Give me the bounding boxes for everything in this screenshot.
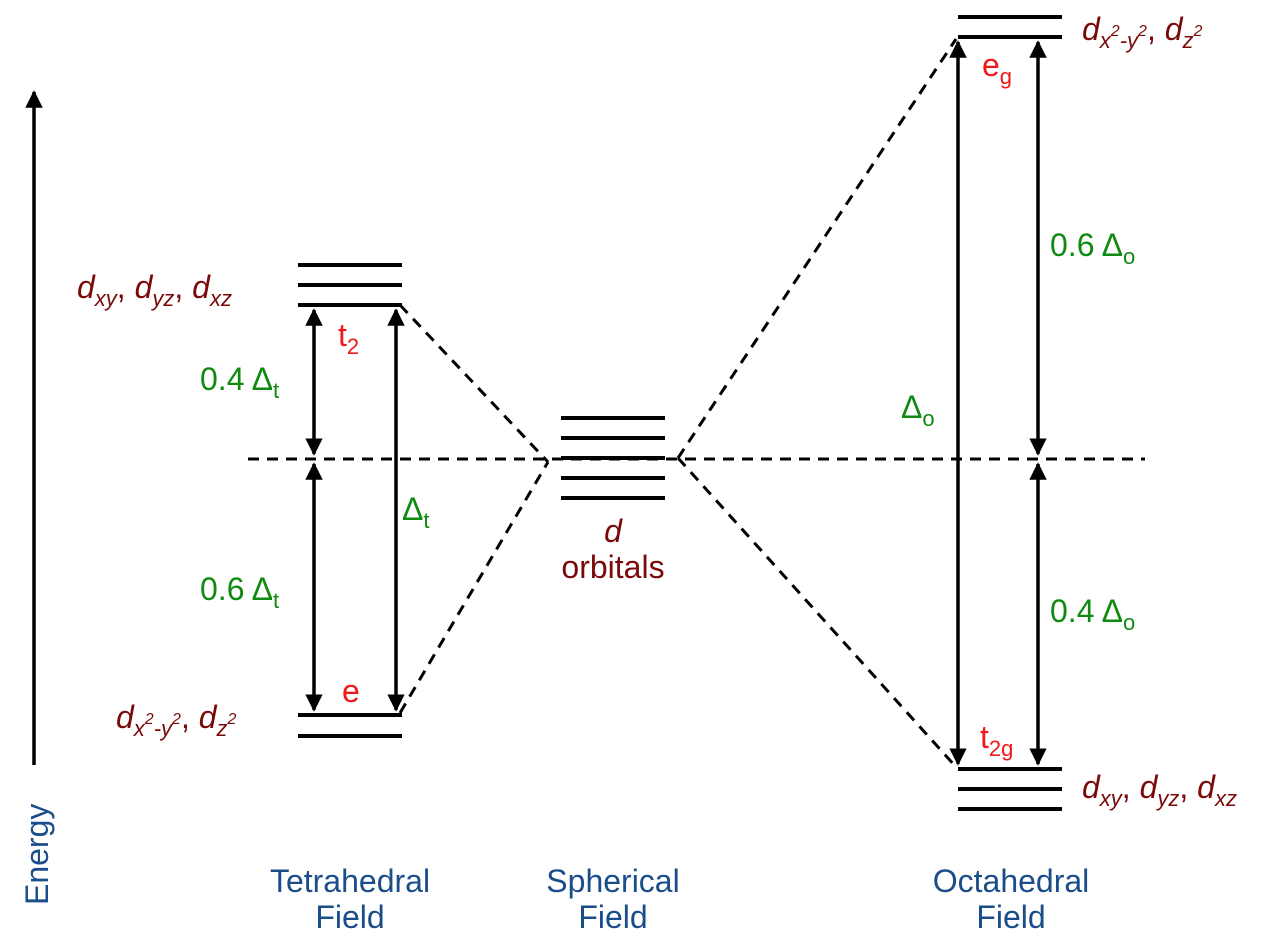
octahedral-eg-label: eg — [982, 47, 1012, 89]
tetrahedral-e-label: e — [342, 673, 360, 709]
tetrahedral-t2-label: t2 — [338, 317, 359, 359]
tetrahedral-lower-orbital-label: dx2-y2, dz2 — [116, 699, 237, 741]
tetrahedral-lower-levels — [298, 713, 402, 738]
spherical-field-title-line2: Field — [578, 899, 647, 935]
energy-axis-label: Energy — [19, 804, 55, 905]
tetrahedral-lower-split-label: 0.6 Δt — [200, 571, 279, 613]
tetrahedral-field-title-line1: Tetrahedral — [270, 863, 430, 899]
tetrahedral-upper-levels — [298, 263, 402, 307]
octahedral-lower-split-label: 0.4 Δo — [1050, 593, 1135, 635]
octahedral-upper-orbital-label: dx2-y2, dz2 — [1082, 11, 1203, 53]
octahedral-upper-levels — [958, 15, 1062, 39]
correlation-dashed-lines — [398, 38, 958, 769]
octahedral-lower-orbital-label: dxy, dyz, dxz — [1082, 769, 1237, 811]
octahedral-t2g-label: t2g — [980, 719, 1013, 761]
octahedral-field-title-line1: Octahedral — [933, 863, 1090, 899]
spherical-orbital-label-orbitals: orbitals — [561, 549, 664, 585]
spherical-orbital-label-d: d — [604, 513, 623, 549]
tetrahedral-field-title-line2: Field — [315, 899, 384, 935]
octahedral-field-title-line2: Field — [976, 899, 1045, 935]
tetrahedral-upper-split-label: 0.4 Δt — [200, 361, 279, 403]
octahedral-upper-split-label: 0.6 Δo — [1050, 227, 1135, 269]
tetrahedral-upper-orbital-label: dxy, dyz, dxz — [77, 269, 232, 311]
octahedral-lower-levels — [958, 767, 1062, 811]
tetrahedral-total-split-label: Δt — [402, 491, 430, 533]
spherical-levels — [561, 416, 665, 500]
octahedral-total-split-label: Δo — [901, 389, 935, 431]
spherical-field-title-line1: Spherical — [546, 863, 679, 899]
